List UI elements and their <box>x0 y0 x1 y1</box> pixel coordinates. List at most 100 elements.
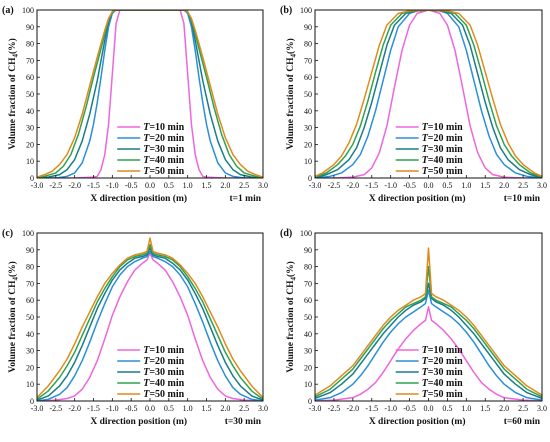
y-tick-label: 50 <box>304 90 312 99</box>
x-tick-label: -1.5 <box>87 404 100 413</box>
x-tick-label: -2.5 <box>328 404 341 413</box>
series-line-1 <box>37 10 263 178</box>
y-tick-label: 40 <box>304 107 312 116</box>
y-tick-label: 10 <box>26 157 34 166</box>
y-tick-label: 50 <box>26 90 34 99</box>
y-tick-label: 100 <box>300 229 312 238</box>
x-tick-label: -1.5 <box>365 181 378 190</box>
x-tick-label: -1.5 <box>87 181 100 190</box>
x-tick-label: -2.0 <box>68 404 81 413</box>
x-tick-label: -3.0 <box>31 181 44 190</box>
x-tick-label: -1.0 <box>106 404 119 413</box>
x-tick-label: 1.0 <box>183 181 193 190</box>
legend-label-3: T=30 min <box>143 367 184 378</box>
legend-label-5: T=50 min <box>422 166 463 177</box>
legend-label-3: T=30 min <box>422 144 463 155</box>
x-tick-label: 2.0 <box>220 404 230 413</box>
y-tick-label: 0 <box>30 174 34 183</box>
y-axis-label: Volume fraction of CH4(%) <box>7 38 20 150</box>
y-tick-label: 30 <box>304 124 312 133</box>
x-tick-label: -3.0 <box>309 404 322 413</box>
chart-panel-d: -3.0 -2.5 -2.0 -1.5 -1.0 -0.5 0.0 0.5 1.0 1.5 2.0 2… <box>280 228 547 427</box>
y-tick-label: 80 <box>26 263 34 272</box>
y-tick-label: 80 <box>304 263 312 272</box>
series-line-2 <box>315 10 542 178</box>
series-line-3 <box>315 282 542 400</box>
y-tick-label: 70 <box>304 56 312 65</box>
x-tick-label: 3.0 <box>537 181 547 190</box>
legend-label-2: T=20 min <box>422 356 463 367</box>
series-line-1 <box>315 10 542 178</box>
series-line-3 <box>37 247 263 401</box>
legend-label-4: T=40 min <box>422 155 463 166</box>
x-tick-label: -1.0 <box>384 404 397 413</box>
x-tick-label: 1.5 <box>480 181 490 190</box>
x-tick-label: 1.0 <box>461 404 471 413</box>
x-tick-label: -3.0 <box>309 181 322 190</box>
y-tick-label: 70 <box>304 279 312 288</box>
series-line-2 <box>37 10 263 178</box>
legend-label-3: T=30 min <box>422 367 463 378</box>
x-tick-label: 1.5 <box>480 404 490 413</box>
y-tick-label: 90 <box>26 246 34 255</box>
legend-label-2: T=20 min <box>143 356 184 367</box>
series-lines <box>315 10 542 178</box>
x-tick-label: 2.5 <box>518 404 528 413</box>
y-tick-label: 0 <box>30 397 34 406</box>
y-tick-label: 50 <box>26 313 34 322</box>
y-tick-label: 90 <box>304 23 312 32</box>
x-axis-label: X direction position (m) <box>90 193 187 204</box>
x-tick-label: -2.5 <box>328 181 341 190</box>
y-tick-label: 80 <box>304 40 312 49</box>
x-tick-label: 2.5 <box>518 181 528 190</box>
y-tick-label: 10 <box>304 157 312 166</box>
y-tick-label: 20 <box>26 140 34 149</box>
x-tick-label: -0.5 <box>403 404 416 413</box>
x-tick-label: 0.5 <box>442 181 452 190</box>
x-tick-label: -2.5 <box>49 404 62 413</box>
x-tick-label: -0.5 <box>403 181 416 190</box>
y-tick-label: 30 <box>26 124 34 133</box>
time-label: t=1 min <box>229 194 261 204</box>
series-line-4 <box>37 244 263 400</box>
x-tick-label: 2.0 <box>499 181 509 190</box>
x-axis-label: X direction position (m) <box>369 193 466 204</box>
x-tick-label: -1.0 <box>106 181 119 190</box>
x-tick-label: 0.0 <box>424 181 434 190</box>
series-line-2 <box>315 289 542 401</box>
series-line-5 <box>37 10 263 178</box>
y-tick-label: 30 <box>304 347 312 356</box>
y-tick-label: 40 <box>304 330 312 339</box>
panel-label: (b) <box>280 5 292 16</box>
chart-panel-c: -3.0 -2.5 -2.0 -1.5 -1.0 -0.5 0.0 0.5 1.0 1.5 2.0 2… <box>2 228 268 427</box>
x-tick-label: 1.5 <box>202 404 212 413</box>
series-line-5 <box>315 10 542 178</box>
y-tick-label: 60 <box>26 73 34 82</box>
legend-label-4: T=40 min <box>143 378 184 389</box>
legend-label-2: T=20 min <box>422 133 463 144</box>
x-tick-label: 3.0 <box>537 404 547 413</box>
chart-panel-b: -3.0 -2.5 -2.0 -1.5 -1.0 -0.5 0.0 0.5 1.0 1.5 2.0 2… <box>280 5 547 204</box>
x-tick-label: 2.0 <box>499 404 509 413</box>
legend-label-4: T=40 min <box>143 155 184 166</box>
x-tick-label: 3.0 <box>258 181 268 190</box>
y-tick-label: 30 <box>26 347 34 356</box>
x-tick-label: 2.5 <box>239 404 249 413</box>
x-tick-label: 0.0 <box>145 181 155 190</box>
y-tick-label: 70 <box>26 56 34 65</box>
legend-label-5: T=50 min <box>143 389 184 400</box>
time-label: t=30 min <box>225 417 262 427</box>
y-tick-label: 100 <box>22 229 34 238</box>
y-tick-label: 100 <box>300 6 312 15</box>
y-tick-label: 50 <box>304 313 312 322</box>
y-tick-label: 60 <box>26 296 34 305</box>
series-lines <box>37 237 263 401</box>
legend-label-5: T=50 min <box>422 389 463 400</box>
y-axis-label: Volume fraction of CH4(%) <box>285 38 298 150</box>
y-tick-label: 20 <box>304 140 312 149</box>
x-tick-label: 0.5 <box>442 404 452 413</box>
